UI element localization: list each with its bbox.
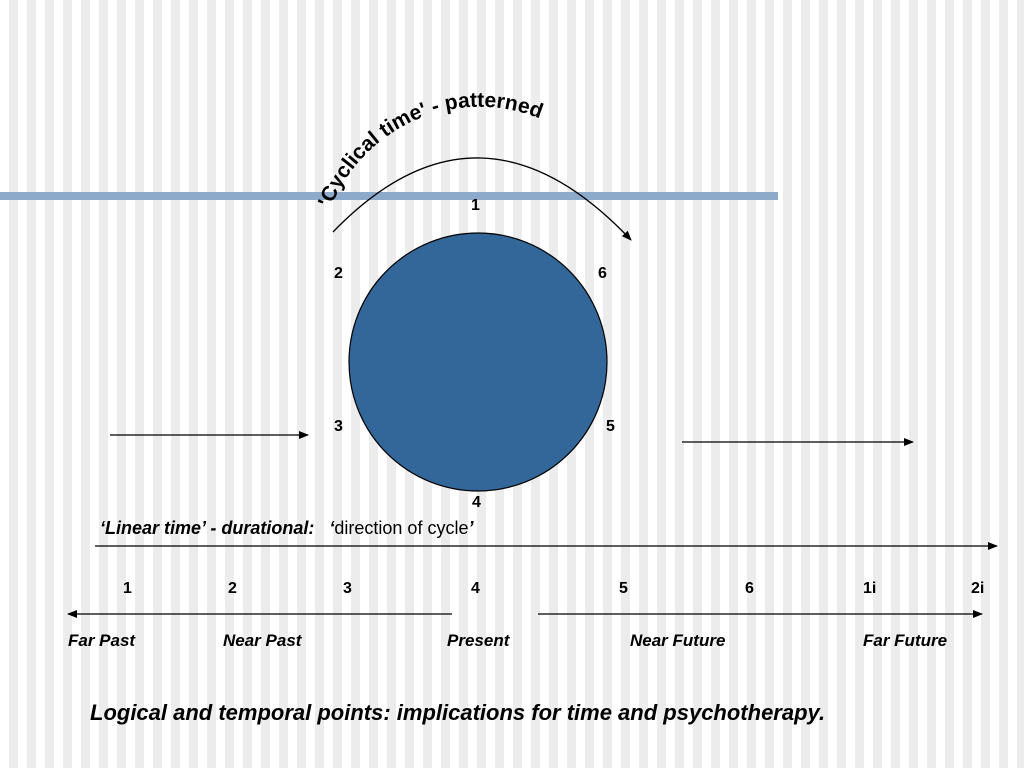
cycle-arrow [332,157,632,241]
cycle-point-5: 5 [606,418,615,435]
cycle-circle [348,232,608,492]
cyclical-title: 'Cyclical time' - patterned [314,89,546,210]
timeline-point: 2i [971,580,985,597]
slide-caption: Logical and temporal points: implication… [90,700,826,725]
timeline-point: 6 [745,580,754,597]
timeline-point: 4 [471,580,480,597]
linear-time-heading-bold: ‘Linear time’ - durational: [100,518,315,538]
timeline-point: 1 [123,580,132,597]
cycle-point-4: 4 [472,494,481,511]
linear-time-heading: ‘Linear time’ - durational: ‘direction o… [100,518,473,539]
timeline-point: 2 [228,580,237,597]
label-near-future: Near Future [630,631,726,650]
timeline-point: 5 [619,580,628,597]
timeline-point: 1i [863,580,877,597]
label-present: Present [447,631,510,650]
timeline-point: 3 [343,580,352,597]
linear-time-quote-close: ’ [468,518,474,538]
cycle-point-3: 3 [334,418,343,435]
cycle-point-6: 6 [598,265,607,282]
linear-time-direction: direction of cycle [334,518,469,538]
linear-time-quote-open: ‘ [329,518,335,538]
cycle-point-1: 1 [471,197,480,214]
accent-bar [0,192,778,200]
label-near-past: Near Past [223,631,302,650]
cycle-point-2: 2 [334,265,343,282]
label-far-future: Far Future [863,631,948,650]
label-far-past: Far Past [68,631,136,650]
